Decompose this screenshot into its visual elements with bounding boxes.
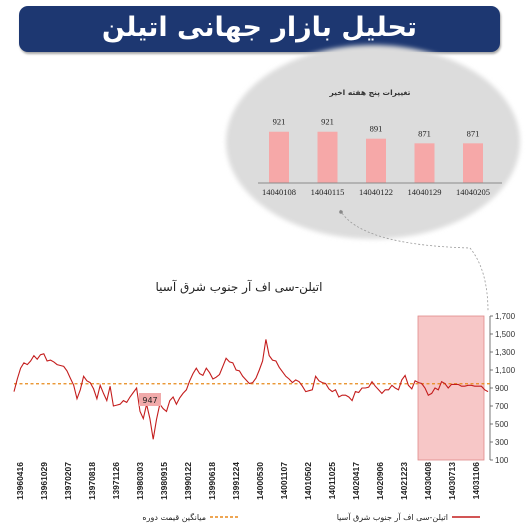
price-series-line: [13, 339, 489, 440]
x-tick-label: 14010502: [303, 462, 313, 500]
legend-price-label: اتیلن-سی اف آر جنوب شرق آسیا: [337, 512, 448, 522]
x-tick-label: 13971126: [111, 462, 121, 500]
x-tick-label: 13970818: [87, 462, 97, 500]
y-axis-ticks: 100 300 500 700 900 1,100 1,300 1,500 1,700: [490, 312, 516, 465]
zoom-connector-dot: [339, 210, 343, 214]
inset-category-label: 14040115: [311, 187, 345, 197]
inset-bar-value: 871: [467, 128, 480, 138]
inset-bar: [366, 138, 386, 183]
x-tick-label: 13970207: [63, 462, 73, 500]
x-tick-label: 13990122: [183, 462, 193, 500]
y-tick-label: 500: [495, 420, 509, 429]
title-banner: تحلیل بازار جهانی اتیلن: [19, 6, 500, 52]
inset-category-label: 14040122: [359, 187, 393, 197]
legend-average-label: میانگین قیمت دوره: [142, 512, 206, 522]
y-tick-label: 1,700: [495, 312, 516, 321]
y-tick-label: 1,300: [495, 348, 516, 357]
inset-bar: [463, 143, 483, 183]
inset-title: تغییرات پنج هفته اخیر: [329, 88, 411, 97]
x-tick-label: 14001107: [279, 462, 289, 500]
inset-category-label: 14040205: [456, 187, 490, 197]
x-tick-label: 14021223: [399, 462, 409, 500]
x-tick-label: 14030713: [447, 462, 457, 500]
y-tick-label: 900: [495, 384, 509, 393]
x-tick-label: 14000530: [255, 462, 265, 500]
x-tick-label: 14020906: [375, 462, 385, 500]
inset-bar-value: 921: [273, 117, 286, 127]
x-tick-label: 13961029: [39, 462, 49, 500]
x-tick-label: 13980915: [159, 462, 169, 500]
y-tick-label: 1,500: [495, 330, 516, 339]
inset-category-label: 14040129: [408, 187, 442, 197]
page-title: تحلیل بازار جهانی اتیلن: [101, 12, 418, 43]
recent-period-highlight: [417, 315, 485, 461]
y-tick-label: 300: [495, 438, 509, 447]
inset-panel: تغییرات پنج هفته اخیر 921 14040108 921 1404…: [226, 45, 520, 239]
average-label: 947: [142, 396, 157, 405]
inset-bar-value: 871: [418, 128, 431, 138]
y-tick-label: 700: [495, 402, 509, 411]
x-tick-label: 13990618: [207, 462, 217, 500]
x-tick-label: 13960416: [15, 462, 25, 500]
inset-bar-value: 921: [321, 117, 334, 127]
y-tick-label: 100: [495, 456, 509, 465]
inset-category-label: 14040108: [262, 187, 296, 197]
y-tick-label: 1,100: [495, 366, 516, 375]
x-tick-label: 13991224: [231, 462, 241, 500]
average-annotation: 947: [139, 393, 161, 406]
zoom-connector-right: [469, 247, 489, 313]
legend: اتیلن-سی اف آر جنوب شرق آسیا میانگین قیم…: [142, 512, 480, 522]
chart-title: اتیلن-سی اف آر جنوب شرق آسیا: [156, 279, 323, 295]
x-tick-label: 14031106: [471, 462, 481, 500]
inset-bars: 921 14040108 921 14040115 891 14040122 871 1404…: [262, 117, 490, 197]
x-tick-label: 13980303: [135, 462, 145, 500]
inset-bar: [269, 131, 289, 183]
x-axis-ticks: 13960416 13961029 13970207 13970818 13971126…: [15, 462, 481, 500]
x-tick-label: 14030408: [423, 462, 433, 500]
zoom-connector-left: [339, 209, 471, 249]
average-label-box: [139, 393, 161, 406]
inset-bar-value: 891: [370, 124, 383, 134]
inset-bar: [317, 131, 338, 183]
inset-bar: [414, 143, 435, 183]
x-tick-label: 14020417: [351, 462, 361, 500]
x-tick-label: 14011025: [327, 462, 337, 500]
